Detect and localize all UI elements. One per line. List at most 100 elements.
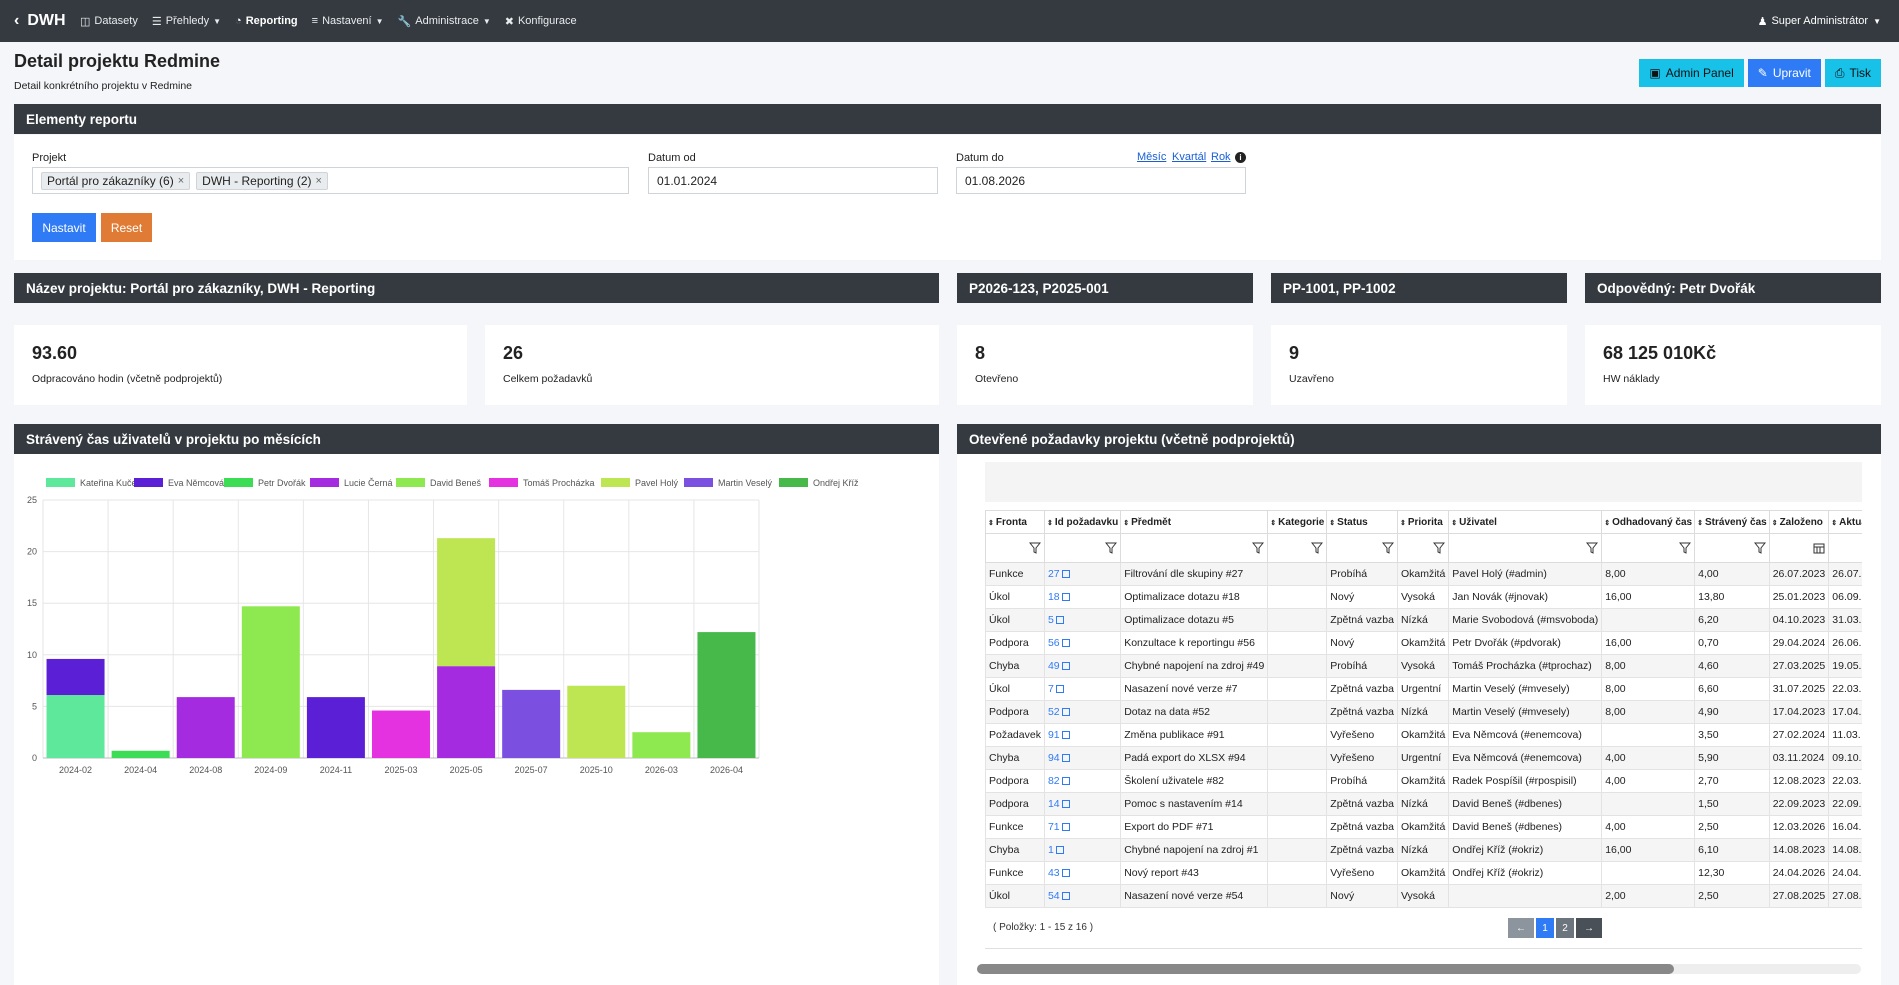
filter-icon[interactable] xyxy=(1433,542,1446,554)
nav-item-administrace[interactable]: 🔧 Administrace ▼ xyxy=(397,15,491,28)
column-header[interactable]: ⇕ Id požadavku xyxy=(1043,510,1122,534)
issue-id-link[interactable]: 56 xyxy=(1047,637,1060,649)
column-filter-input[interactable] xyxy=(1694,533,1770,563)
external-link-icon[interactable] xyxy=(1055,846,1064,854)
date-to-input[interactable]: 01.08.2026 xyxy=(956,167,1246,194)
column-filter-input[interactable] xyxy=(1828,533,1862,563)
issue-id-link[interactable]: 54 xyxy=(1047,890,1060,902)
table-row[interactable]: Úkol 54 Nasazení nové verze #54 Nový Vysoká 2… xyxy=(985,884,1862,908)
issue-id-link[interactable]: 43 xyxy=(1047,867,1060,879)
column-filter-input[interactable] xyxy=(1043,533,1122,563)
next-page-button[interactable]: → xyxy=(1576,918,1602,938)
table-cell[interactable]: 52 xyxy=(1043,700,1122,724)
table-row[interactable]: Podpora 82 Školení uživatele #82 Probíhá Oka… xyxy=(985,769,1862,793)
quick-link-month[interactable]: Měsíc xyxy=(1137,151,1167,163)
table-cell[interactable]: 71 xyxy=(1043,815,1122,839)
table-row[interactable]: Chyba 49 Chybné napojení na zdroj #49 Probí… xyxy=(985,654,1862,678)
table-row[interactable]: Úkol 5 Optimalizace dotazu #5 Zpětná vazba N… xyxy=(985,608,1862,632)
edit-button[interactable]: ✎ Upravit xyxy=(1747,59,1821,87)
column-header[interactable]: ⇕ Odhadovaný čas xyxy=(1601,510,1696,534)
nav-item-konfigurace[interactable]: ✖ Konfigurace xyxy=(504,15,577,28)
quick-link-year[interactable]: Rok xyxy=(1211,151,1231,163)
table-row[interactable]: Podpora 52 Dotaz na data #52 Zpětná vazba Ní… xyxy=(985,700,1862,724)
page-button[interactable]: 1 xyxy=(1536,918,1554,938)
column-filter-input[interactable] xyxy=(1326,533,1398,563)
column-header[interactable]: ⇕ Kategorie xyxy=(1267,510,1328,534)
filter-icon[interactable] xyxy=(1252,542,1265,554)
issue-id-link[interactable]: 27 xyxy=(1047,568,1060,580)
chevron-left-icon[interactable]: ‹ xyxy=(14,12,20,29)
table-row[interactable]: Podpora 14 Pomoc s nastavením #14 Zpětná va… xyxy=(985,792,1862,816)
column-filter-input[interactable] xyxy=(985,533,1045,563)
table-row[interactable]: Chyba 94 Padá export do XLSX #94 Vyřešeno Ur… xyxy=(985,746,1862,770)
external-link-icon[interactable] xyxy=(1061,731,1070,739)
issue-id-link[interactable]: 91 xyxy=(1047,729,1060,741)
admin-panel-button[interactable]: ▣ Admin Panel xyxy=(1639,59,1744,87)
column-header[interactable]: ⇕ Priorita xyxy=(1396,510,1450,534)
column-header[interactable]: ⇕ Předmět xyxy=(1120,510,1269,534)
table-cell[interactable]: 1 xyxy=(1043,838,1122,862)
external-link-icon[interactable] xyxy=(1061,800,1070,808)
external-link-icon[interactable] xyxy=(1061,570,1070,578)
table-cell[interactable]: 5 xyxy=(1043,608,1122,632)
column-header[interactable]: ⇕ Strávený čas xyxy=(1694,510,1770,534)
external-link-icon[interactable] xyxy=(1061,708,1070,716)
nav-item-datasety[interactable]: ◫ Datasety xyxy=(80,15,138,28)
external-link-icon[interactable] xyxy=(1061,754,1070,762)
column-filter-input[interactable] xyxy=(1601,533,1696,563)
filter-icon[interactable] xyxy=(1311,542,1324,554)
column-filter-input[interactable] xyxy=(1267,533,1328,563)
table-row[interactable]: Chyba 1 Chybné napojení na zdroj #1 Zpětná … xyxy=(985,838,1862,862)
issue-id-link[interactable]: 49 xyxy=(1047,660,1060,672)
external-link-icon[interactable] xyxy=(1061,823,1070,831)
table-cell[interactable]: 7 xyxy=(1043,677,1122,701)
issue-id-link[interactable]: 5 xyxy=(1047,614,1054,626)
column-header[interactable]: ⇕Aktua xyxy=(1828,510,1862,534)
info-icon[interactable]: i xyxy=(1235,152,1246,163)
reset-button[interactable]: Reset xyxy=(101,213,152,242)
table-row[interactable]: Funkce 43 Nový report #43 Vyřešeno Okamžitá O… xyxy=(985,861,1862,885)
table-cell[interactable]: 27 xyxy=(1043,562,1122,586)
table-row[interactable]: Funkce 27 Filtrování dle skupiny #27 Probíh… xyxy=(985,562,1862,586)
external-link-icon[interactable] xyxy=(1061,639,1070,647)
prev-page-button[interactable]: ← xyxy=(1508,918,1534,938)
filter-icon[interactable] xyxy=(1586,542,1599,554)
set-button[interactable]: Nastavit xyxy=(32,213,96,242)
issue-id-link[interactable]: 14 xyxy=(1047,798,1060,810)
table-row[interactable]: Funkce 71 Export do PDF #71 Zpětná vazba Oka… xyxy=(985,815,1862,839)
print-button[interactable]: ⎙ Tisk xyxy=(1824,59,1881,87)
issue-id-link[interactable]: 18 xyxy=(1047,591,1060,603)
table-row[interactable]: Podpora 56 Konzultace k reportingu #56 Nový… xyxy=(985,631,1862,655)
table-cell[interactable]: 91 xyxy=(1043,723,1122,747)
external-link-icon[interactable] xyxy=(1061,777,1070,785)
external-link-icon[interactable] xyxy=(1061,662,1070,670)
table-row[interactable]: Úkol 18 Optimalizace dotazu #18 Nový Vysoká J… xyxy=(985,585,1862,609)
brand[interactable]: ‹ DWH xyxy=(0,12,80,30)
issue-id-link[interactable]: 71 xyxy=(1047,821,1060,833)
filter-icon[interactable] xyxy=(1753,542,1766,554)
table-cell[interactable]: 82 xyxy=(1043,769,1122,793)
external-link-icon[interactable] xyxy=(1055,685,1064,693)
column-filter-input[interactable] xyxy=(1448,533,1603,563)
calendar-icon[interactable] xyxy=(1813,542,1825,554)
table-cell[interactable]: 49 xyxy=(1043,654,1122,678)
table-cell[interactable]: 56 xyxy=(1043,631,1122,655)
filter-icon[interactable] xyxy=(1679,542,1692,554)
filter-icon[interactable] xyxy=(1105,542,1118,554)
table-cell[interactable]: 14 xyxy=(1043,792,1122,816)
external-link-icon[interactable] xyxy=(1055,616,1064,624)
filter-icon[interactable] xyxy=(1381,542,1394,554)
remove-tag-icon[interactable]: × xyxy=(315,174,322,187)
date-from-input[interactable]: 01.01.2024 xyxy=(648,167,938,194)
quick-link-quarter[interactable]: Kvartál xyxy=(1172,151,1207,163)
table-cell[interactable]: 43 xyxy=(1043,861,1122,885)
column-filter-input[interactable] xyxy=(1768,533,1830,563)
nav-item-prehledy[interactable]: ☰ Přehledy ▼ xyxy=(151,15,222,28)
column-header[interactable]: ⇕ Status xyxy=(1326,510,1398,534)
table-cell[interactable]: 54 xyxy=(1043,884,1122,908)
project-select[interactable]: Portál pro zákazníky (6) × DWH - Reporti… xyxy=(32,167,629,194)
nav-item-reporting[interactable]: ◔ Reporting xyxy=(235,15,298,27)
issue-id-link[interactable]: 7 xyxy=(1047,683,1054,695)
external-link-icon[interactable] xyxy=(1061,869,1070,877)
table-row[interactable]: Požadavek 91 Změna publikace #91 Vyřešeno Ok… xyxy=(985,723,1862,747)
